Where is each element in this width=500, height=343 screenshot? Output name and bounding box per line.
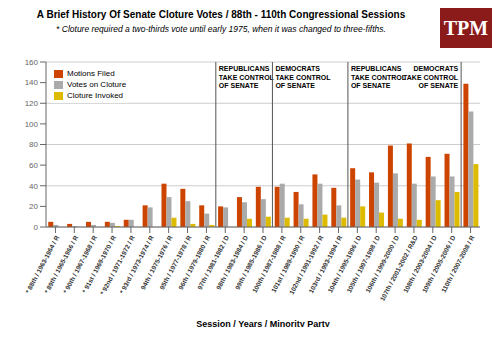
svg-text:101st / 1989-1990 / R: 101st / 1989-1990 / R [270, 234, 306, 293]
svg-text:* 90th / 1967-1968 / R: * 90th / 1967-1968 / R [62, 234, 99, 294]
svg-text:100th / 1987-1988 / R: 100th / 1987-1988 / R [251, 234, 287, 294]
svg-text:REPUBLICANSTAKE CONTROLOF SENA: REPUBLICANSTAKE CONTROLOF SENATE [351, 65, 407, 89]
svg-text:120: 120 [25, 99, 39, 108]
svg-text:110th / 2007-2008 / R: 110th / 2007-2008 / R [440, 234, 476, 293]
svg-text:108th / 2003-2004 / D: 108th / 2003-2004 / D [402, 234, 438, 294]
svg-text:REPUBLICANSTAKE CONTROLOF SENA: REPUBLICANSTAKE CONTROLOF SENATE [219, 65, 275, 89]
svg-text:99th / 1985-1986 / D: 99th / 1985-1986 / D [233, 234, 268, 291]
svg-text:0: 0 [34, 223, 39, 232]
svg-text:80: 80 [29, 140, 38, 149]
svg-text:104th / 1995-1996 / D: 104th / 1995-1996 / D [326, 234, 362, 294]
svg-text:* 88th / 1963-1964 / R: * 88th / 1963-1964 / R [24, 234, 61, 294]
svg-text:98th / 1983-1984 / D: 98th / 1983-1984 / D [214, 234, 250, 291]
svg-text:160: 160 [25, 58, 39, 67]
svg-text:102nd / 1991-1992 / R: 102nd / 1991-1992 / R [288, 234, 325, 295]
svg-text:* 91st / 1969-1970 / R: * 91st / 1969-1970 / R [81, 234, 117, 294]
svg-text:DEMOCRATSTAKE CONTROLOF SENATE: DEMOCRATSTAKE CONTROLOF SENATE [275, 65, 331, 89]
svg-text:20: 20 [29, 202, 38, 211]
svg-text:40: 40 [29, 182, 38, 191]
svg-text:140: 140 [25, 78, 39, 87]
html-text:TPM: TPM [443, 16, 489, 39]
html-text:Motions Filed: Motions Filed [67, 69, 115, 78]
svg-text:107th / 2001-2002 / R&D: 107th / 2001-2002 / R&D [378, 234, 419, 303]
svg-text:DEMOCRATSTAKE CONTROLOF SENATE: DEMOCRATSTAKE CONTROLOF SENATE [403, 65, 459, 89]
svg-text:94th / 1975-1976 / R: 94th / 1975-1976 / R [139, 234, 174, 291]
svg-text:60: 60 [29, 161, 38, 170]
svg-text:* 93rd / 1973-1974 / R: * 93rd / 1973-1974 / R [118, 234, 155, 295]
svg-text:106th / 1999-2000 / D: 106th / 1999-2000 / D [364, 234, 400, 294]
svg-text:* 89th / 1965-1966 / R: * 89th / 1965-1966 / R [43, 234, 80, 294]
svg-text:105th / 1997-1998 / D: 105th / 1997-1998 / D [345, 234, 381, 294]
svg-text:109th / 2005-2006 / D: 109th / 2005-2006 / D [421, 234, 457, 294]
svg-text:100: 100 [25, 120, 39, 129]
html-text:Votes on Cloture: Votes on Cloture [67, 80, 127, 89]
html-text:* Cloture required a two-third: * Cloture required a two-thirds vote unt… [56, 24, 386, 34]
svg-text:95th / 1977-1978 / R: 95th / 1977-1978 / R [158, 234, 193, 291]
svg-text:Session / Years / Minority Par: Session / Years / Minority Party [196, 319, 329, 327]
svg-text:* 92nd / 1971-1972 / R: * 92nd / 1971-1972 / R [99, 234, 136, 296]
html-text:Cloture Invoked: Cloture Invoked [67, 91, 123, 100]
html-text:A Brief History Of Senate Clot: A Brief History Of Senate Cloture Votes … [36, 9, 406, 20]
svg-text:96th / 1979-1980 / R: 96th / 1979-1980 / R [177, 234, 212, 291]
svg-text:103rd / 1993-1994 / R: 103rd / 1993-1994 / R [307, 234, 343, 294]
svg-text:97th / 1981-1982 / D: 97th / 1981-1982 / D [195, 234, 231, 291]
